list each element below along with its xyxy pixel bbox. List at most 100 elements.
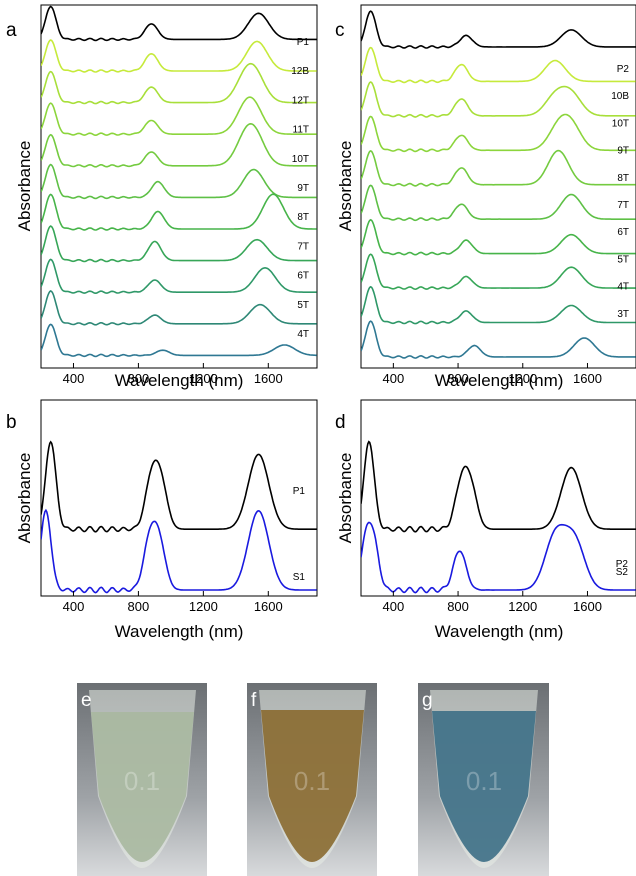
panel-b-y-axis-title: Absorbance	[15, 453, 34, 544]
tube-e-volume-mark: 0.1	[124, 766, 160, 796]
series-line-c-10T	[361, 81, 636, 118]
curve-label-c-4T: 4T	[617, 282, 629, 293]
x-tick-label-b-800: 800	[128, 599, 150, 614]
x-tick-label-c-800: 800	[447, 371, 469, 386]
panel-a-x-ticks: 400 800 1200 1600	[63, 363, 283, 386]
tube-e-liquid	[91, 712, 194, 862]
panel-b-x-axis-title: Wavelength (nm)	[115, 622, 244, 641]
curve-label-c-6T: 6T	[617, 227, 629, 238]
series-line-a-9T	[41, 163, 317, 200]
x-tick-label-b-1600: 1600	[254, 599, 283, 614]
series-line-a-12T	[41, 62, 317, 105]
curve-label-a-12B: 12B	[291, 66, 309, 77]
series-line-a-P1	[41, 5, 317, 42]
series-line-c-P2	[361, 10, 636, 49]
curve-label-b-S1: S1	[293, 572, 306, 583]
series-line-b-P1	[41, 440, 317, 533]
series-line-d-P2	[361, 440, 636, 533]
curve-label-a-7T: 7T	[297, 241, 309, 252]
curve-label-c-8T: 8T	[617, 173, 629, 184]
tube-g-liquid	[432, 711, 536, 862]
panel-letter-b: b	[6, 412, 17, 433]
x-tick-label-d-400: 400	[383, 599, 405, 614]
photo-g: 0.1 g	[418, 683, 549, 876]
x-tick-label-d-800: 800	[447, 599, 469, 614]
series-line-c-6T	[361, 218, 636, 256]
series-line-c-10B	[361, 46, 636, 84]
tube-f-volume-mark: 0.1	[294, 766, 330, 796]
tube-f-liquid	[261, 710, 364, 862]
panel-b-x-ticks: 400 800 1200 1600	[63, 591, 283, 614]
series-line-a-10T	[41, 122, 317, 168]
panel-c-x-axis-title: Wavelength (nm)	[435, 371, 564, 390]
series-line-a-8T	[41, 193, 317, 231]
curve-label-a-4T: 4T	[297, 329, 309, 340]
curve-label-d-S2: S2	[616, 567, 629, 578]
panel-d-x-ticks: 400 800 1200 1600	[383, 591, 602, 614]
series-line-a-7T	[41, 225, 317, 263]
curve-label-c-7T: 7T	[617, 200, 629, 211]
panel-b-curve-labels: P1 S1	[293, 486, 306, 583]
curve-label-c-9T: 9T	[617, 146, 629, 157]
x-tick-label-c-1200: 1200	[508, 371, 537, 386]
panel-c-x-ticks: 400 800 1200 1600	[383, 363, 602, 386]
x-tick-label-a-1600: 1600	[254, 371, 283, 386]
panel-d-frame	[360, 399, 636, 597]
curve-label-c-P2: P2	[617, 64, 630, 75]
panel-a-curve-labels: P1 12B 12T 11T 10T 9T 8T 7T 6T 5T 4T	[291, 37, 309, 340]
curve-label-a-8T: 8T	[297, 212, 309, 223]
photo-e: 0.1 e	[77, 683, 207, 876]
series-line-a-5T	[41, 290, 317, 326]
x-tick-label-c-400: 400	[383, 371, 405, 386]
panel-letter-f: f	[251, 690, 257, 711]
tube-g-volume-mark: 0.1	[466, 766, 502, 796]
x-tick-label-c-1600: 1600	[573, 371, 602, 386]
series-line-c-7T	[361, 184, 636, 222]
series-line-a-4T	[41, 323, 317, 358]
panel-a-plot	[41, 5, 317, 358]
panel-a-y-axis-title: Absorbance	[15, 141, 34, 232]
panel-c-curve-labels: P2 10B 10T 9T 8T 7T 6T 5T 4T 3T	[611, 64, 629, 320]
series-line-b-S1	[41, 508, 317, 594]
curve-label-a-5T: 5T	[297, 300, 309, 311]
x-tick-label-a-400: 400	[63, 371, 85, 386]
series-line-a-6T	[41, 258, 317, 295]
curve-label-a-10T: 10T	[292, 154, 309, 165]
panel-c-y-axis-title: Absorbance	[336, 141, 355, 232]
curve-label-a-6T: 6T	[297, 271, 309, 282]
panel-c-plot	[361, 10, 636, 359]
curve-label-c-10T: 10T	[612, 118, 629, 129]
x-tick-label-a-800: 800	[128, 371, 150, 386]
panel-letter-e: e	[81, 690, 92, 711]
curve-label-a-9T: 9T	[297, 183, 309, 194]
panel-b-plot	[41, 440, 317, 594]
panel-a-x-axis-title: Wavelength (nm)	[115, 371, 244, 390]
panel-d-x-axis-title: Wavelength (nm)	[435, 622, 564, 641]
curve-label-a-P1: P1	[297, 37, 310, 48]
x-tick-label-d-1600: 1600	[573, 599, 602, 614]
curve-label-c-10B: 10B	[611, 91, 629, 102]
curve-label-a-11T: 11T	[293, 125, 310, 136]
curve-label-d-P2: P2	[616, 559, 629, 570]
x-tick-label-b-400: 400	[63, 599, 85, 614]
series-line-c-4T	[361, 285, 636, 325]
series-line-a-11T	[41, 96, 317, 137]
panel-letter-d: d	[335, 412, 346, 433]
panel-letter-g: g	[422, 690, 433, 711]
panel-d-y-axis-title: Absorbance	[336, 453, 355, 544]
x-tick-label-b-1200: 1200	[189, 599, 218, 614]
series-line-c-3T	[361, 320, 636, 359]
series-line-a-12B	[41, 39, 317, 73]
panel-letter-c: c	[335, 20, 345, 41]
curve-label-c-3T: 3T	[617, 309, 629, 320]
photo-f: 0.1 f	[247, 683, 377, 876]
series-line-c-8T	[361, 149, 636, 187]
series-line-d-S2	[361, 521, 636, 594]
curve-label-b-P1: P1	[293, 486, 306, 497]
series-line-c-9T	[361, 113, 636, 153]
panel-d-plot	[361, 440, 636, 594]
series-line-c-5T	[361, 253, 636, 291]
curve-label-c-5T: 5T	[617, 254, 629, 265]
